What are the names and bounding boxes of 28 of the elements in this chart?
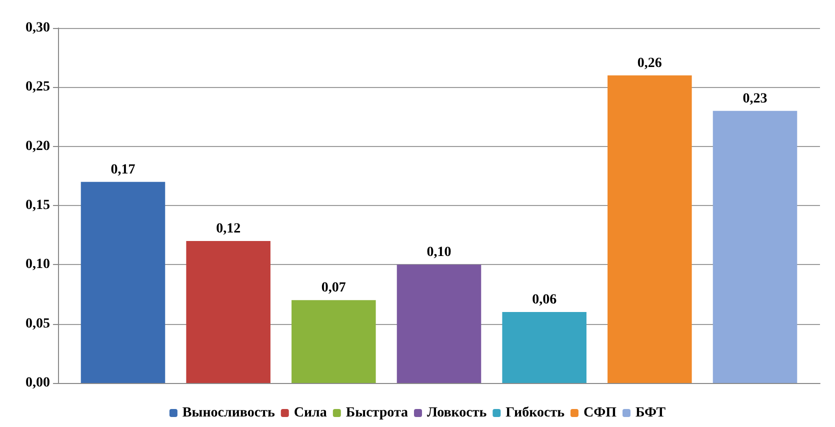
legend-label: СФП xyxy=(583,406,617,420)
y-tick-label: 0,15 xyxy=(26,198,50,213)
bar xyxy=(608,75,692,383)
legend-label: Выносливость xyxy=(182,406,276,420)
bar xyxy=(186,241,270,383)
legend-label: Быстрота xyxy=(346,406,408,420)
data-label: 0,26 xyxy=(637,56,662,71)
bar xyxy=(396,264,482,383)
y-tick-label: 0,25 xyxy=(26,80,50,95)
bar xyxy=(712,110,798,383)
bar xyxy=(502,312,586,383)
data-label: 0,10 xyxy=(426,245,452,260)
legend-label: БФТ xyxy=(636,406,666,420)
y-tick-label: 0,00 xyxy=(26,376,50,390)
data-label: 0,17 xyxy=(110,162,136,178)
data-label: 0,06 xyxy=(532,292,557,308)
y-tick-label: 0,05 xyxy=(26,316,50,332)
data-label: 0,23 xyxy=(742,91,768,106)
legend-label: Ловкость xyxy=(426,406,488,420)
bar xyxy=(292,300,376,383)
legend-label: Гибкость xyxy=(506,406,566,420)
y-tick-label: 0,10 xyxy=(26,257,50,272)
data-label: 0,12 xyxy=(216,222,241,236)
legend-label: Сила xyxy=(294,406,327,420)
y-tick-label: 0,30 xyxy=(26,20,50,36)
data-label: 0,07 xyxy=(321,280,346,296)
y-tick-label: 0,20 xyxy=(26,138,50,154)
bar xyxy=(80,182,166,383)
